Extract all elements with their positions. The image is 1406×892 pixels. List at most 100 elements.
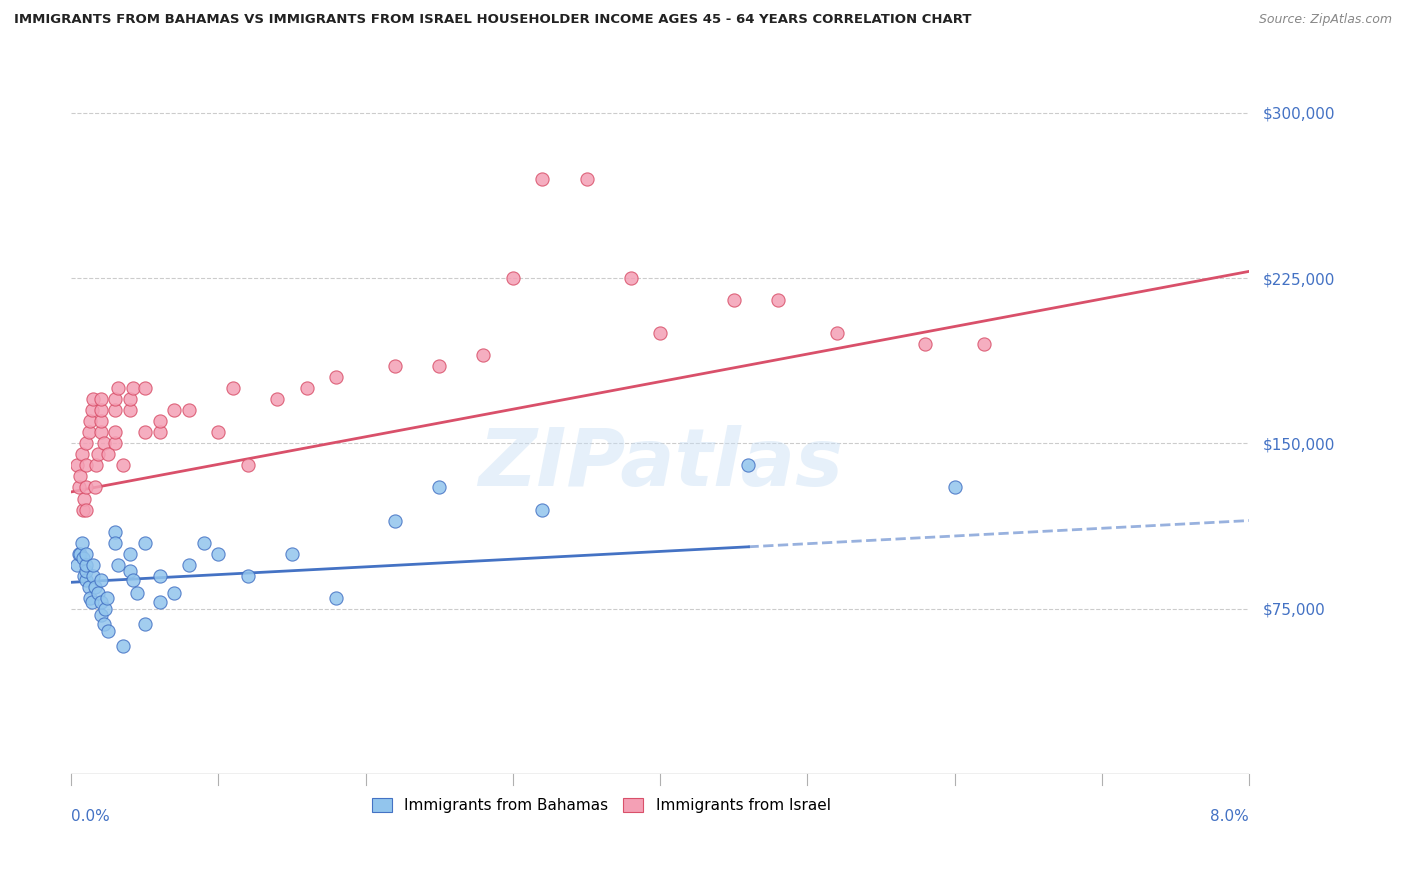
Point [236,458,259,473]
Point [77,425,100,440]
Point [120,564,142,578]
Point [207,425,229,440]
Point [193,535,215,549]
Point [134,535,156,549]
Point [75,558,97,572]
Text: 0.0%: 0.0% [72,809,110,824]
Point [325,370,347,384]
Point [295,381,318,395]
Point [75,458,97,473]
Text: Source: ZipAtlas.com: Source: ZipAtlas.com [1258,13,1392,27]
Text: ZIPatlas: ZIPatlas [478,425,842,503]
Point [80,403,103,417]
Point [70,447,93,461]
Point [84,458,107,473]
Point [83,481,105,495]
Point [70,535,93,549]
Point [163,586,186,600]
Point [69,547,91,561]
Point [825,326,848,340]
Point [120,392,142,407]
Point [82,568,104,582]
Point [148,414,170,428]
Legend: Immigrants from Bahamas, Immigrants from Israel: Immigrants from Bahamas, Immigrants from… [366,792,837,820]
Point [75,481,97,495]
Point [502,271,524,285]
Point [148,425,170,440]
Point [177,558,200,572]
Point [148,595,170,609]
Point [77,580,100,594]
Point [107,558,129,572]
Point [69,469,91,483]
Point [111,458,134,473]
Point [973,337,995,351]
Point [236,568,259,582]
Point [266,392,288,407]
Point [575,171,598,186]
Point [97,624,120,638]
Point [93,617,115,632]
Point [222,381,245,395]
Point [427,481,450,495]
Point [93,436,115,450]
Point [620,271,643,285]
Point [427,359,450,374]
Point [67,547,90,561]
Point [723,293,745,307]
Point [531,171,554,186]
Point [134,425,156,440]
Point [134,381,156,395]
Point [90,403,112,417]
Point [82,558,104,572]
Point [384,514,406,528]
Point [73,491,96,506]
Point [90,392,112,407]
Point [281,547,304,561]
Point [72,502,94,516]
Point [104,436,127,450]
Point [90,573,112,587]
Point [90,414,112,428]
Text: 8.0%: 8.0% [1211,809,1249,824]
Point [66,558,89,572]
Point [90,608,112,623]
Point [134,617,156,632]
Point [66,458,89,473]
Point [83,580,105,594]
Point [75,436,97,450]
Point [122,573,145,587]
Point [325,591,347,605]
Point [914,337,936,351]
Point [96,591,118,605]
Point [163,403,186,417]
Point [80,595,103,609]
Point [104,425,127,440]
Point [87,447,110,461]
Point [766,293,789,307]
Point [122,381,145,395]
Point [472,348,495,362]
Point [650,326,672,340]
Point [104,535,127,549]
Point [97,447,120,461]
Point [104,524,127,539]
Point [75,547,97,561]
Point [79,591,101,605]
Point [207,547,229,561]
Point [111,639,134,653]
Point [75,564,97,578]
Point [79,414,101,428]
Point [120,547,142,561]
Point [94,601,117,615]
Point [127,586,149,600]
Point [82,392,104,407]
Point [90,425,112,440]
Point [384,359,406,374]
Point [107,381,129,395]
Point [75,502,97,516]
Point [90,595,112,609]
Point [73,568,96,582]
Point [531,502,554,516]
Point [120,403,142,417]
